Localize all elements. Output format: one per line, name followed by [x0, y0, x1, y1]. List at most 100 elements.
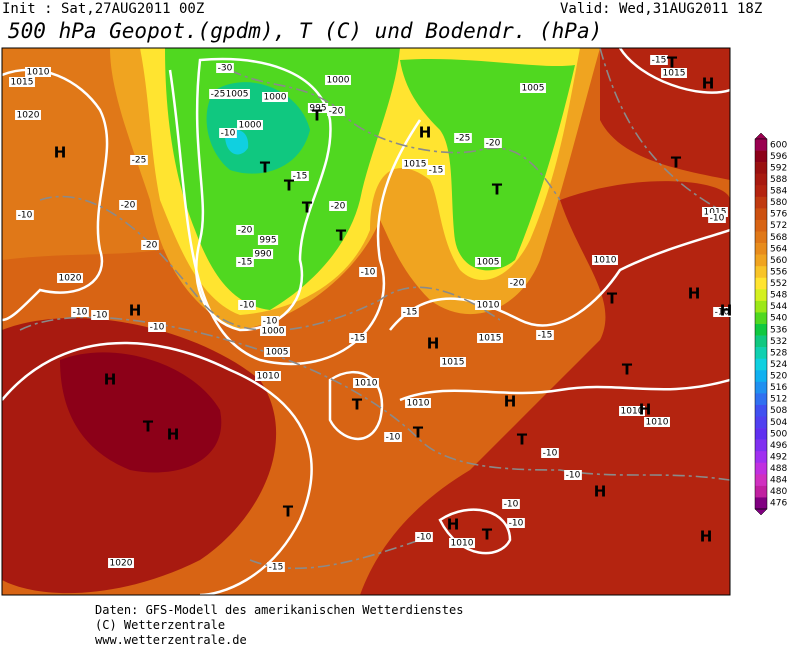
- isotherm-label-group: -20: [508, 278, 526, 289]
- colorbar-swatch: [755, 324, 767, 336]
- isotherm-label-box: [564, 470, 582, 480]
- isotherm-label-box: [291, 171, 309, 181]
- isotherm-label-box: [536, 330, 554, 340]
- isotherm-label: -10: [18, 211, 33, 221]
- isobar-label-group: 1015: [402, 159, 428, 170]
- pressure-center: T: [284, 177, 295, 195]
- isotherm-label-group: -25: [130, 155, 148, 166]
- isotherm-label-box: [16, 210, 34, 220]
- colorbar-swatch: [755, 497, 767, 510]
- colorbar-swatch: [755, 254, 767, 267]
- isobar-label-box: [25, 67, 51, 77]
- isobar-label-group: 1005: [224, 89, 250, 100]
- isotherm-label: -10: [150, 323, 165, 333]
- isotherm-label: -20: [510, 279, 525, 289]
- colorbar-swatch: [755, 219, 767, 232]
- isotherm-label-group: -10: [502, 499, 520, 510]
- colorbar-swatch: [755, 173, 767, 186]
- isobar-label-box: [475, 300, 501, 310]
- pressure-center: H: [427, 335, 440, 353]
- colorbar-swatch: [755, 485, 767, 498]
- isobar-label-box: [260, 326, 286, 336]
- map-frame: [1, 47, 731, 596]
- isobar: [2, 68, 109, 322]
- colorbar-label: 524: [770, 360, 787, 370]
- valid-time: Valid: Wed,31AUG2011 18Z: [560, 1, 762, 17]
- isobar-label-box: [619, 406, 645, 416]
- colorbar-swatch: [755, 289, 767, 302]
- isobar: [328, 370, 384, 440]
- isotherm-label-group: -10: [359, 267, 377, 278]
- isobar-label-group: 1015: [477, 333, 503, 344]
- colorbar-swatch: [755, 451, 767, 464]
- isobar: [168, 69, 422, 366]
- colorbar-swatch: [755, 277, 767, 290]
- isobar-label-group: 1010: [644, 417, 670, 428]
- isobar-label-group: 1010: [25, 67, 51, 78]
- isotherm-label: -20: [486, 139, 501, 149]
- isotherm-label-group: -15: [236, 257, 254, 268]
- isobar: [389, 228, 730, 331]
- isotherm-label-group: -30: [216, 63, 234, 74]
- isotherm-label-box: [401, 307, 419, 317]
- isotherm-label-box: [541, 448, 559, 458]
- isobar-label-box: [644, 417, 670, 427]
- isobar-label: 1005: [522, 84, 545, 94]
- colorbar-label: 564: [770, 244, 787, 254]
- isotherm-label-box: [261, 316, 279, 326]
- pressure-center: T: [517, 431, 528, 449]
- colorbar-label: 520: [770, 372, 787, 382]
- colorbar-label: 560: [770, 256, 787, 266]
- isobar: [399, 378, 730, 402]
- colorbar-swatch: [755, 208, 767, 221]
- isobar-label-box: [661, 68, 687, 78]
- isotherm-label: -10: [509, 519, 524, 529]
- colorbar-swatch: [755, 185, 767, 198]
- isobar-label: 995: [309, 104, 326, 114]
- isobar-label-group: 1020: [15, 110, 41, 121]
- colorbar-arrow: [754, 508, 768, 516]
- isobar-label-group: 1010: [449, 538, 475, 549]
- isotherm-label-box: [236, 257, 254, 267]
- isobar-label-group: 1005: [520, 83, 546, 94]
- isobar-label-box: [108, 558, 134, 568]
- isotherm-label-group: -10: [713, 307, 731, 318]
- colorbar-label: 536: [770, 325, 787, 335]
- isobar-label-group: 990: [252, 249, 274, 260]
- pressure-center: H: [720, 302, 733, 320]
- isobar-label-box: [405, 398, 431, 408]
- colorbar-swatch: [755, 243, 767, 255]
- isobar-label-box: [325, 75, 351, 85]
- colorbar-swatch: [755, 196, 767, 209]
- isotherm-label-box: [359, 267, 377, 277]
- pressure-center: H: [447, 516, 460, 534]
- colorbar-swatch: [755, 312, 767, 325]
- isotherm-label-group: -15: [267, 562, 285, 573]
- isobar-label-group: 1015: [9, 77, 35, 88]
- pressure-center: T: [413, 424, 424, 442]
- isotherm-label: -15: [403, 308, 418, 318]
- isobar-label: 1000: [262, 327, 285, 337]
- isobar-label-group: 1010: [353, 378, 379, 389]
- isotherm-label: -15: [538, 331, 553, 341]
- isotherm-label-group: -10: [238, 300, 256, 311]
- isobar-label-group: 1010: [255, 371, 281, 382]
- isotherm-label: -10: [240, 301, 255, 311]
- colorbar-label: 540: [770, 314, 787, 324]
- pressure-center: T: [671, 154, 682, 172]
- colorbar-label: 568: [770, 233, 787, 243]
- isobar-label: 1010: [407, 399, 430, 409]
- isotherm-label-group: -10: [71, 307, 89, 318]
- isotherm-label-group: -10: [219, 128, 237, 139]
- colorbar-swatch: [755, 462, 767, 475]
- colorbar-label: 544: [770, 302, 787, 312]
- colorbar-arrow: [754, 132, 768, 140]
- colorbar-swatch: [755, 150, 767, 163]
- isobar-label: 1015: [704, 208, 727, 218]
- isobar-label: 1010: [27, 68, 50, 78]
- isobar-label-box: [475, 257, 501, 267]
- isotherm: [229, 69, 561, 201]
- isobar-label-group: 1005: [475, 257, 501, 268]
